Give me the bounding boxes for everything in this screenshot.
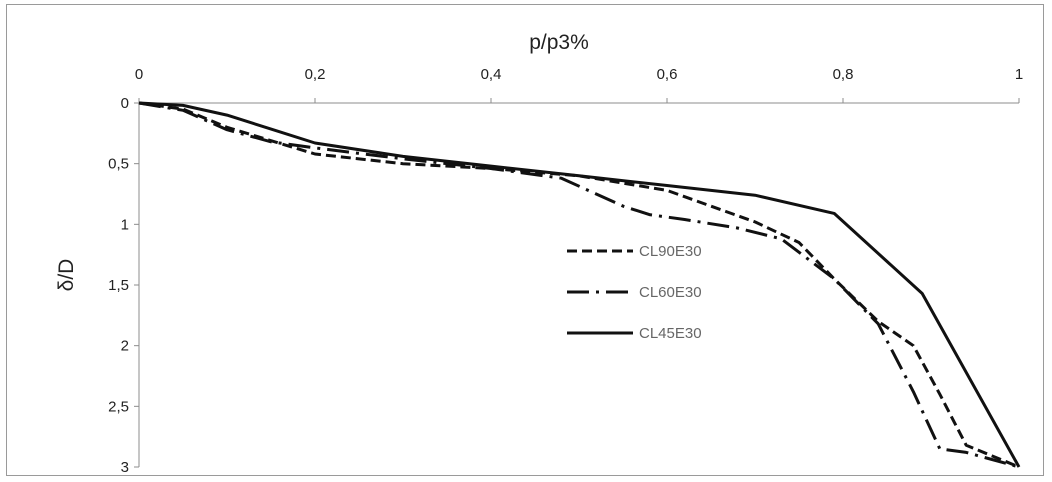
legend: CL90E30 CL60E30 CL45E30 (567, 243, 702, 342)
line-chart: 0 0,2 0,4 0,6 0,8 1 0 0,5 1 1,5 2 2,5 3 CL90E30 CL60E… (55, 31, 1023, 475)
y-tick-label: 0,5 (108, 156, 129, 173)
series-line-cl60e30 (138, 101, 1020, 469)
y-tick-label: 1 (121, 216, 129, 233)
series-line-cl45e30 (138, 101, 1021, 468)
x-tick-label: 0 (135, 66, 143, 83)
series-layer (138, 101, 1021, 469)
y-tick-label: 0 (121, 95, 129, 112)
tick-labels: 0 0,2 0,4 0,6 0,8 1 0 0,5 1 1,5 2 2,5 3 (108, 66, 1023, 475)
y-tick-label: 3 (121, 459, 129, 475)
legend-label-cl90e30: CL90E30 (639, 243, 702, 260)
y-tick-label: 2 (121, 338, 129, 355)
x-axis-title: p/p3% (529, 31, 589, 54)
x-tick-label: 0,8 (833, 66, 854, 83)
x-tick-label: 0,2 (305, 66, 326, 83)
y-tick-label: 1,5 (108, 277, 129, 294)
legend-label-cl45e30: CL45E30 (639, 325, 702, 342)
series-line-cl90e30 (138, 101, 1020, 469)
chart-frame: 0 0,2 0,4 0,6 0,8 1 0 0,5 1 1,5 2 2,5 3 CL90E30 CL60E… (6, 4, 1044, 476)
axes (134, 98, 1020, 468)
legend-label-cl60e30: CL60E30 (639, 284, 702, 301)
x-tick-label: 0,4 (481, 66, 502, 83)
x-tick-label: 1 (1015, 66, 1023, 83)
y-axis-title: δ/D (55, 259, 78, 292)
x-tick-label: 0,6 (657, 66, 678, 83)
y-tick-label: 2,5 (108, 398, 129, 415)
